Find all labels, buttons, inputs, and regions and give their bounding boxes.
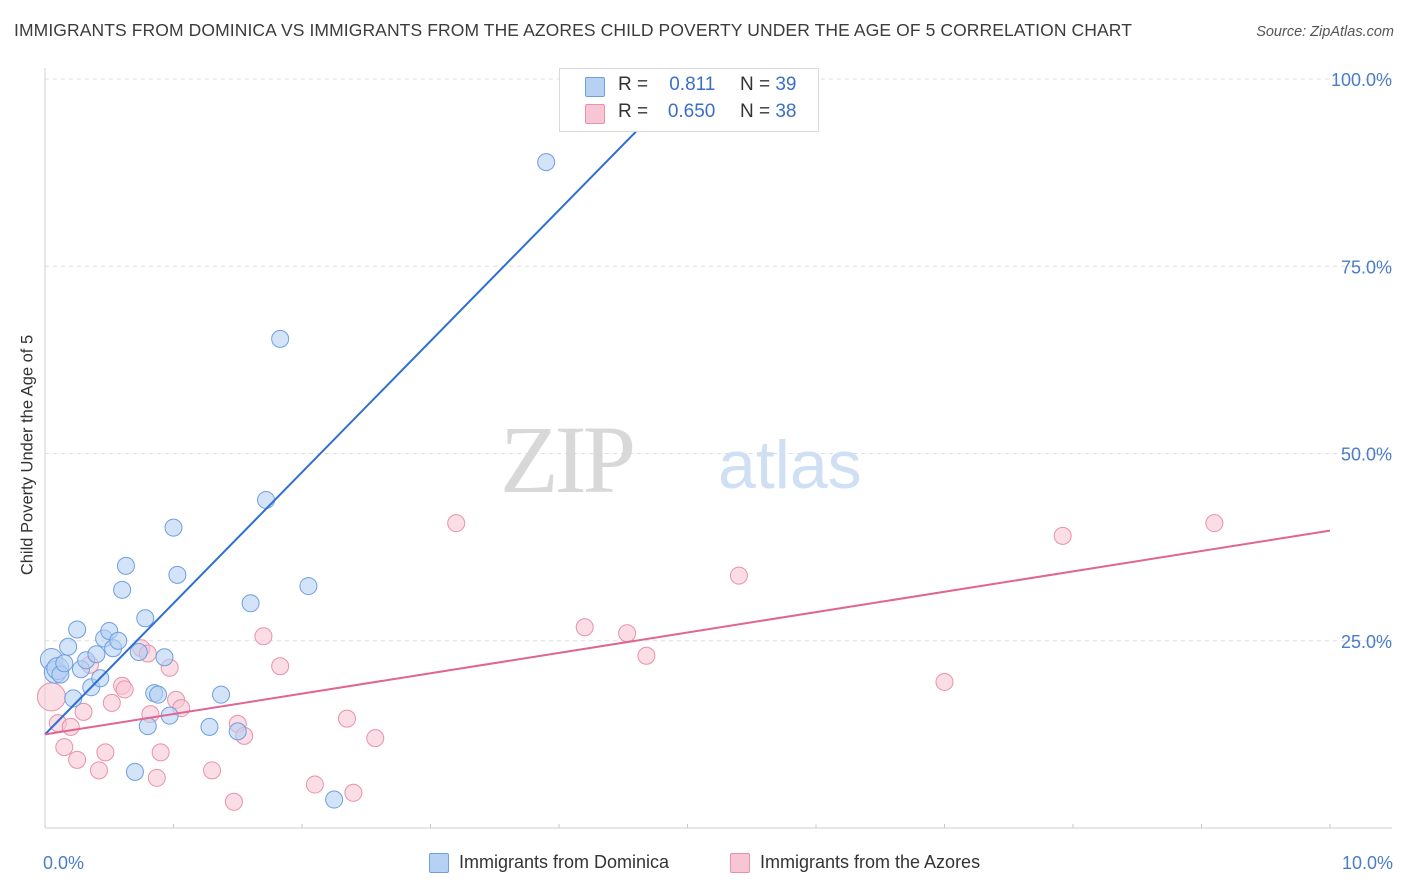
data-point-azores	[254, 627, 273, 646]
data-point-dominica	[168, 565, 187, 584]
data-point-azores	[96, 743, 115, 762]
data-point-azores	[618, 624, 637, 643]
legend-swatch-blue	[429, 853, 449, 873]
data-point-azores	[447, 514, 466, 533]
n-value-azores: 38	[775, 101, 797, 122]
watermark-atlas: atlas	[718, 427, 862, 503]
data-point-dominica	[138, 717, 157, 736]
data-point-dominica	[537, 153, 556, 172]
data-point-azores	[68, 750, 87, 769]
data-point-dominica	[299, 577, 318, 596]
n-value-dominica: 39	[775, 74, 797, 95]
data-point-azores	[89, 761, 108, 780]
data-point-azores	[344, 783, 363, 802]
data-point-dominica	[87, 645, 106, 664]
r-label: R =	[618, 101, 654, 122]
data-point-azores	[637, 646, 656, 665]
data-point-dominica	[55, 654, 74, 673]
y-tick-label: 25.0%	[1341, 632, 1392, 652]
r-value-azores: 0.650	[667, 101, 716, 122]
data-point-azores	[102, 693, 121, 712]
data-point-azores	[147, 768, 166, 787]
y-tick-label: 50.0%	[1341, 445, 1392, 465]
data-point-azores	[337, 709, 356, 728]
data-point-dominica	[155, 648, 174, 667]
chart-title: IMMIGRANTS FROM DOMINICA VS IMMIGRANTS F…	[14, 20, 1132, 40]
legend-swatch-pink	[585, 104, 605, 124]
r-value-dominica: 0.811	[669, 74, 716, 95]
data-point-dominica	[241, 594, 260, 613]
y-tick-label: 100.0%	[1331, 70, 1392, 90]
y-axis-label: Child Poverty Under the Age of 5	[18, 334, 37, 576]
data-point-dominica	[164, 518, 183, 537]
n-label: N =	[739, 74, 776, 95]
trend-line-dominica	[44, 78, 689, 736]
data-point-dominica	[109, 631, 128, 650]
data-point-dominica	[116, 556, 135, 575]
data-point-azores	[1053, 526, 1072, 545]
data-point-dominica	[149, 685, 168, 704]
legend-swatch-pink	[730, 853, 750, 873]
data-point-dominica	[136, 609, 155, 628]
data-point-dominica	[68, 620, 87, 639]
data-point-dominica	[257, 490, 276, 509]
y-tick-label: 75.0%	[1341, 257, 1392, 277]
data-point-azores	[115, 680, 134, 699]
data-point-azores	[305, 775, 324, 794]
data-point-azores	[203, 761, 222, 780]
data-point-dominica	[113, 580, 132, 599]
watermark-zip: ZIP	[500, 406, 633, 513]
data-point-azores	[36, 682, 66, 712]
trend-line-azores	[44, 529, 1331, 736]
data-point-azores	[575, 618, 594, 637]
data-point-dominica	[129, 642, 148, 661]
data-point-azores	[271, 657, 290, 676]
data-point-dominica	[200, 717, 219, 736]
data-point-dominica	[228, 722, 247, 741]
data-point-azores	[729, 566, 748, 585]
data-point-dominica	[125, 762, 144, 781]
legend-label-azores: Immigrants from the Azores	[760, 852, 981, 872]
x-tick-label-min: 0.0%	[43, 853, 84, 873]
data-point-azores	[1205, 514, 1224, 533]
data-point-azores	[151, 743, 170, 762]
data-point-dominica	[271, 329, 290, 348]
data-point-azores	[61, 717, 80, 736]
correlation-legend: R = 0.811 N = 39 R = 0.650 N = 38	[559, 68, 819, 132]
n-label: N =	[739, 101, 776, 122]
data-point-azores	[74, 702, 93, 721]
data-point-azores	[366, 729, 385, 748]
series-legend: Immigrants from Dominica Immigrants from…	[0, 851, 1406, 879]
legend-swatch-blue	[585, 77, 605, 97]
data-point-azores	[935, 672, 954, 691]
data-point-dominica	[59, 637, 78, 656]
legend-label-dominica: Immigrants from Dominica	[459, 852, 670, 872]
r-label: R =	[618, 74, 654, 95]
x-tick-label-max: 10.0%	[1342, 853, 1393, 873]
data-point-dominica	[325, 790, 344, 809]
data-point-azores	[55, 738, 74, 757]
source-credit: Source: ZipAtlas.com	[1256, 24, 1394, 40]
data-point-dominica	[212, 685, 231, 704]
data-point-azores	[224, 792, 243, 811]
